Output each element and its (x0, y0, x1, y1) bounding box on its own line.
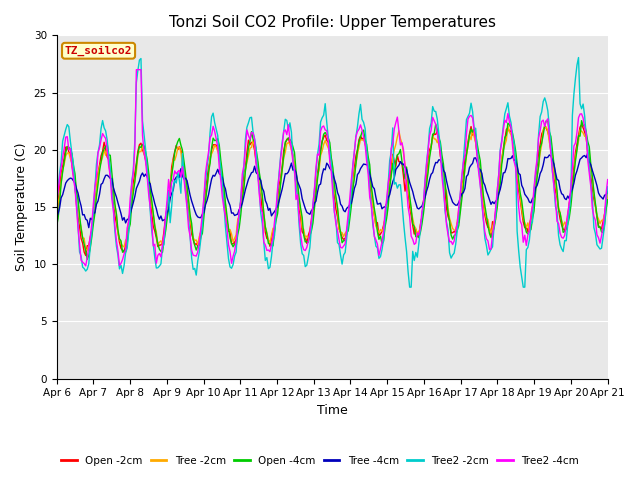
Tree -2cm (576, 127, 584, 132)
Tree -4cm (122, 220, 129, 226)
Open -2cm (237, 198, 244, 204)
Tree2 -4cm (576, 111, 584, 117)
Tree -2cm (246, 145, 254, 151)
Text: TZ_soilco2: TZ_soilco2 (65, 46, 132, 56)
Tree2 -2cm (576, 101, 584, 107)
Open -4cm (295, 195, 303, 201)
Tree -2cm (604, 192, 612, 197)
Open -4cm (52, 224, 60, 230)
Tree2 -4cm (248, 130, 255, 135)
Line: Open -4cm: Open -4cm (56, 120, 608, 259)
Tree2 -2cm (120, 263, 128, 268)
Tree2 -2cm (575, 55, 582, 60)
Tree -4cm (604, 188, 612, 193)
Tree -2cm (237, 205, 244, 211)
Tree -4cm (584, 150, 591, 156)
Tree2 -2cm (406, 284, 413, 290)
Tree -4cm (85, 225, 93, 230)
Tree -4cm (52, 216, 60, 221)
Line: Tree2 -2cm: Tree2 -2cm (56, 58, 608, 287)
Open -2cm (575, 133, 582, 139)
Line: Tree -4cm: Tree -4cm (56, 153, 608, 228)
Open -2cm (246, 142, 254, 147)
Tree2 -4cm (220, 205, 228, 211)
Open -4cm (578, 118, 586, 123)
Tree2 -4cm (122, 247, 129, 252)
Tree2 -4cm (52, 197, 60, 203)
Open -2cm (122, 242, 129, 248)
Open -4cm (246, 138, 254, 144)
Open -2cm (604, 190, 612, 196)
Open -2cm (52, 212, 60, 218)
Tree -2cm (504, 123, 512, 129)
Open -2cm (218, 179, 226, 184)
Tree2 -2cm (604, 184, 612, 190)
Tree2 -2cm (52, 207, 60, 213)
Title: Tonzi Soil CO2 Profile: Upper Temperatures: Tonzi Soil CO2 Profile: Upper Temperatur… (168, 15, 495, 30)
Tree -2cm (295, 198, 303, 204)
Tree2 -4cm (82, 263, 90, 269)
Legend: Open -2cm, Tree -2cm, Open -4cm, Tree -4cm, Tree2 -2cm, Tree2 -4cm: Open -2cm, Tree -2cm, Open -4cm, Tree -4… (57, 452, 583, 470)
Tree -2cm (52, 216, 60, 221)
Open -4cm (237, 212, 244, 218)
Tree -2cm (218, 177, 226, 183)
Tree -4cm (246, 173, 254, 179)
Tree -4cm (218, 175, 226, 180)
Open -4cm (218, 169, 226, 175)
X-axis label: Time: Time (317, 404, 348, 417)
Open -2cm (82, 252, 90, 258)
Tree2 -4cm (239, 171, 246, 177)
Tree2 -2cm (236, 215, 243, 220)
Tree -4cm (575, 162, 582, 168)
Tree -4cm (237, 204, 244, 210)
Y-axis label: Soil Temperature (C): Soil Temperature (C) (15, 143, 28, 271)
Tree -4cm (295, 182, 303, 188)
Open -4cm (122, 249, 129, 255)
Tree2 -4cm (297, 231, 305, 237)
Open -4cm (575, 133, 582, 139)
Tree2 -2cm (217, 165, 225, 171)
Tree2 -2cm (244, 120, 252, 126)
Open -4cm (604, 197, 612, 203)
Open -4cm (83, 256, 91, 262)
Tree2 -2cm (294, 196, 301, 202)
Tree -2cm (122, 237, 129, 243)
Line: Open -2cm: Open -2cm (56, 125, 608, 255)
Line: Tree -2cm: Tree -2cm (56, 126, 608, 250)
Open -2cm (578, 122, 586, 128)
Line: Tree2 -4cm: Tree2 -4cm (56, 70, 608, 266)
Tree -2cm (82, 247, 90, 253)
Tree2 -4cm (604, 177, 612, 182)
Tree2 -4cm (132, 67, 140, 72)
Open -2cm (295, 208, 303, 214)
